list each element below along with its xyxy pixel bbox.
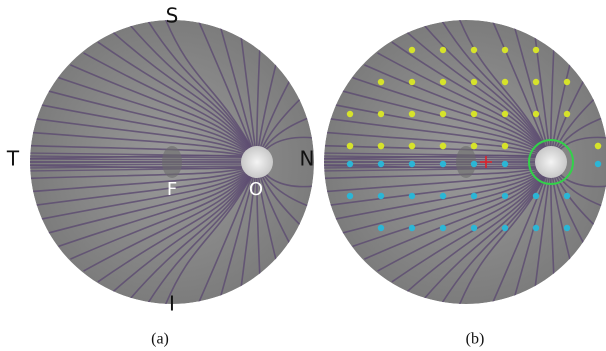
- test-point: [409, 111, 415, 117]
- test-point: [533, 47, 539, 53]
- test-point: [471, 111, 477, 117]
- test-point: [595, 143, 601, 149]
- test-point: [409, 143, 415, 149]
- test-point: [595, 161, 601, 167]
- label-i: I: [169, 292, 175, 316]
- label-o: O: [249, 179, 263, 200]
- optic-disc: [535, 146, 567, 178]
- test-point: [378, 193, 384, 199]
- test-point: [564, 193, 570, 199]
- test-point: [440, 193, 446, 199]
- fovea: [162, 146, 182, 178]
- test-point: [502, 193, 508, 199]
- test-point: [471, 47, 477, 53]
- test-point: [347, 193, 353, 199]
- optic-disc: [241, 146, 273, 178]
- test-point: [409, 193, 415, 199]
- test-point: [564, 79, 570, 85]
- test-point: [378, 79, 384, 85]
- test-point: [409, 47, 415, 53]
- test-point: [409, 225, 415, 231]
- nerve-fiber: [22, 159, 257, 160]
- test-point: [533, 193, 539, 199]
- test-point: [440, 225, 446, 231]
- test-point: [471, 161, 477, 167]
- test-point: [502, 47, 508, 53]
- test-point: [347, 111, 353, 117]
- fundus-b: [316, 12, 606, 311]
- test-point: [533, 111, 539, 117]
- fundus-a: [22, 12, 320, 311]
- label-f: F: [167, 179, 177, 200]
- test-point: [471, 225, 477, 231]
- test-point: [378, 225, 384, 231]
- test-point: [440, 47, 446, 53]
- test-point: [502, 143, 508, 149]
- test-point: [502, 111, 508, 117]
- test-point: [471, 193, 477, 199]
- test-point: [502, 161, 508, 167]
- label-n: N: [300, 147, 315, 171]
- test-point: [378, 143, 384, 149]
- test-point: [502, 225, 508, 231]
- test-point: [409, 79, 415, 85]
- test-point: [533, 225, 539, 231]
- figure: S T N I F O (a) (b): [0, 0, 606, 351]
- caption-a: (a): [151, 331, 169, 348]
- label-s: S: [166, 4, 179, 28]
- test-point: [440, 161, 446, 167]
- test-point: [440, 111, 446, 117]
- test-point: [564, 225, 570, 231]
- test-point: [533, 79, 539, 85]
- test-point: [440, 79, 446, 85]
- test-point: [564, 111, 570, 117]
- test-point: [378, 161, 384, 167]
- test-point: [502, 79, 508, 85]
- test-point: [471, 143, 477, 149]
- test-point: [471, 79, 477, 85]
- test-point: [347, 161, 353, 167]
- caption-b: (b): [466, 331, 485, 348]
- test-point: [409, 161, 415, 167]
- nerve-fiber: [316, 159, 551, 160]
- label-t: T: [6, 147, 20, 171]
- test-point: [440, 143, 446, 149]
- nerve-fiber: [22, 164, 257, 165]
- test-point: [378, 111, 384, 117]
- test-point: [347, 143, 353, 149]
